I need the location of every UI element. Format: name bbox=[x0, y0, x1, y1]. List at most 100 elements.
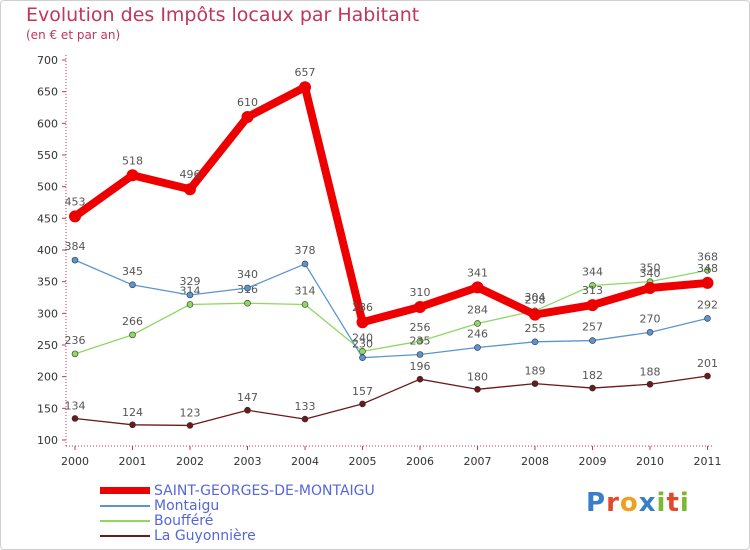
data-point bbox=[129, 331, 136, 339]
data-label: 147 bbox=[237, 391, 258, 404]
data-label: 345 bbox=[122, 265, 143, 278]
data-point bbox=[301, 260, 309, 268]
data-label: 384 bbox=[65, 240, 86, 253]
data-point bbox=[589, 337, 596, 344]
data-point bbox=[704, 266, 711, 274]
data-point bbox=[646, 380, 654, 388]
data-label: 378 bbox=[295, 244, 316, 257]
data-point bbox=[71, 415, 79, 422]
data-point bbox=[241, 111, 254, 123]
data-label: 368 bbox=[697, 250, 718, 263]
data-label: 496 bbox=[180, 168, 201, 181]
data-label: 235 bbox=[410, 335, 431, 348]
x-tick-label: 2008 bbox=[521, 455, 549, 468]
logo-letter: x bbox=[638, 488, 657, 518]
data-label: 286 bbox=[352, 301, 373, 314]
data-point bbox=[646, 329, 654, 336]
data-point bbox=[69, 210, 81, 223]
data-point bbox=[129, 281, 136, 289]
y-tick-label: 600 bbox=[37, 117, 58, 130]
data-point bbox=[416, 351, 424, 358]
y-tick-label: 350 bbox=[37, 276, 58, 289]
data-label: 123 bbox=[180, 406, 201, 419]
data-point bbox=[186, 301, 194, 308]
data-label: 257 bbox=[582, 321, 603, 334]
data-label: 270 bbox=[640, 312, 661, 325]
logo-letter: i bbox=[656, 488, 667, 518]
data-point bbox=[301, 415, 309, 423]
data-label: 298 bbox=[525, 294, 546, 307]
data-label: 304 bbox=[525, 291, 546, 304]
data-point bbox=[529, 308, 541, 321]
data-label: 610 bbox=[237, 96, 258, 109]
data-label: 201 bbox=[697, 357, 718, 370]
legend-swatch bbox=[100, 487, 150, 494]
data-point bbox=[589, 384, 596, 392]
data-label: 188 bbox=[640, 365, 661, 378]
data-label: 240 bbox=[352, 331, 373, 344]
data-label: 313 bbox=[582, 284, 603, 297]
data-label: 133 bbox=[295, 400, 316, 413]
legend-item: Montaigu bbox=[100, 497, 375, 514]
data-point bbox=[474, 320, 481, 327]
series-line-0 bbox=[71, 83, 712, 327]
x-tick-label: 2004 bbox=[291, 455, 319, 468]
data-point bbox=[589, 282, 596, 289]
data-point bbox=[414, 301, 426, 313]
y-tick-label: 450 bbox=[37, 212, 58, 225]
x-tick-label: 2006 bbox=[406, 455, 434, 468]
y-tick-label: 250 bbox=[37, 339, 58, 352]
legend-swatch bbox=[100, 504, 150, 507]
data-label: 134 bbox=[65, 399, 86, 412]
data-label: 124 bbox=[122, 406, 143, 419]
data-point bbox=[301, 301, 309, 308]
data-label: 310 bbox=[410, 286, 431, 299]
logo-letter: i bbox=[679, 488, 690, 518]
logo-letter: o bbox=[619, 488, 639, 518]
data-point bbox=[359, 400, 366, 408]
series-line-2 bbox=[74, 269, 709, 355]
y-tick-label: 500 bbox=[37, 181, 58, 194]
data-label: 246 bbox=[467, 328, 488, 341]
series-line-1 bbox=[74, 259, 709, 359]
data-point bbox=[186, 422, 194, 429]
data-point bbox=[359, 348, 366, 355]
x-tick-label: 2002 bbox=[176, 455, 204, 468]
legend-label: Montaigu bbox=[154, 497, 220, 514]
legend-label: Boufféré bbox=[154, 512, 214, 529]
data-label: 340 bbox=[237, 268, 258, 281]
x-tick-label: 2000 bbox=[61, 455, 89, 468]
x-tick-label: 2003 bbox=[234, 455, 262, 468]
legend-label: La Guyonnière bbox=[154, 527, 256, 544]
data-label: 236 bbox=[65, 334, 86, 347]
x-tick-label: 2010 bbox=[636, 455, 664, 468]
data-point bbox=[704, 315, 711, 322]
data-label: 157 bbox=[352, 385, 373, 398]
data-point bbox=[126, 169, 139, 182]
y-tick-label: 700 bbox=[37, 54, 58, 67]
legend: SAINT-GEORGES-DE-MONTAIGU Montaigu Bouffér… bbox=[100, 483, 375, 544]
legend-swatch bbox=[100, 519, 150, 522]
data-label: 189 bbox=[525, 365, 546, 378]
chart-title: Evolution des Impôts locaux par Habitant bbox=[26, 4, 420, 26]
y-tick-label: 200 bbox=[37, 371, 58, 384]
logo-letter: r bbox=[606, 488, 620, 518]
data-label: 341 bbox=[467, 266, 488, 279]
proxiti-logo: Proxiti bbox=[586, 488, 690, 518]
legend-item: Boufféré bbox=[100, 512, 375, 529]
data-label: 230 bbox=[352, 338, 373, 351]
logo-letter: P bbox=[586, 488, 607, 518]
data-point bbox=[184, 183, 196, 196]
data-label: 284 bbox=[467, 303, 488, 316]
data-point bbox=[644, 282, 656, 294]
data-label: 266 bbox=[122, 315, 143, 328]
data-point bbox=[129, 421, 136, 429]
data-label: 256 bbox=[410, 321, 431, 334]
y-tick-label: 300 bbox=[37, 307, 58, 320]
data-point bbox=[471, 281, 484, 294]
series-line-3 bbox=[74, 375, 709, 427]
data-label: 340 bbox=[640, 267, 661, 280]
x-tick-label: 2005 bbox=[349, 455, 377, 468]
y-tick-label: 150 bbox=[37, 402, 58, 415]
data-point bbox=[244, 284, 251, 292]
